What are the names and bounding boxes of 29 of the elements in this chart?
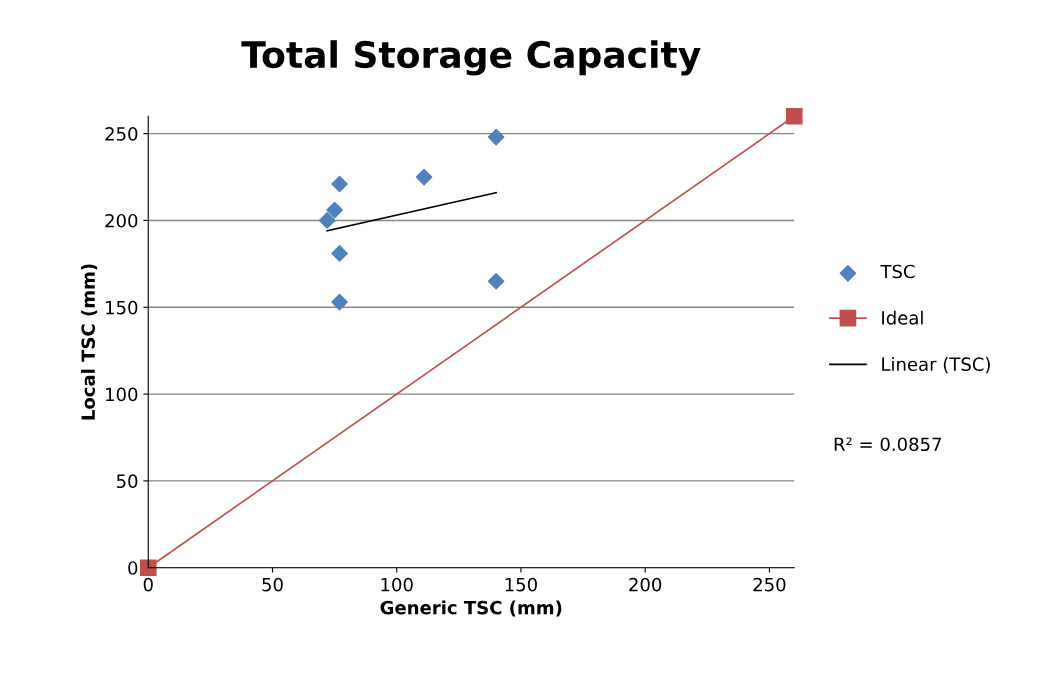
legend-label: Linear (TSC) [882, 357, 990, 374]
point [139, 559, 157, 577]
y-tick-label: 100 [106, 387, 138, 402]
chart-title: Total Storage Capacity [241, 40, 701, 76]
point [487, 128, 505, 146]
point [318, 212, 336, 229]
y-axis-title: Local TSC (mm) [81, 264, 98, 420]
text: R² = 0.0857 [834, 437, 942, 452]
y-tick-label: 200 [105, 213, 138, 228]
point [331, 245, 348, 262]
x-tick-label: 50 [262, 577, 283, 592]
x-tick-label: 100 [381, 577, 413, 592]
y-tick-label: 0 [128, 561, 138, 575]
point [785, 107, 803, 125]
x-axis-title: Generic TSC (mm) [380, 600, 562, 617]
point [415, 168, 433, 186]
point [326, 201, 343, 219]
legend-label: TSC [880, 264, 915, 279]
point [331, 293, 348, 311]
y-tick-label: 150 [106, 300, 138, 315]
x-tick-label: 150 [505, 577, 537, 592]
y-tick-label: 250 [105, 127, 138, 141]
x-tick-label: 250 [753, 577, 786, 592]
y-tick-label: 50 [116, 474, 138, 489]
point [487, 272, 505, 290]
x-tick-label: 200 [629, 577, 662, 592]
legend-label: Ideal [882, 310, 923, 325]
point [331, 175, 348, 193]
x-tick-label: 0 [143, 577, 153, 592]
